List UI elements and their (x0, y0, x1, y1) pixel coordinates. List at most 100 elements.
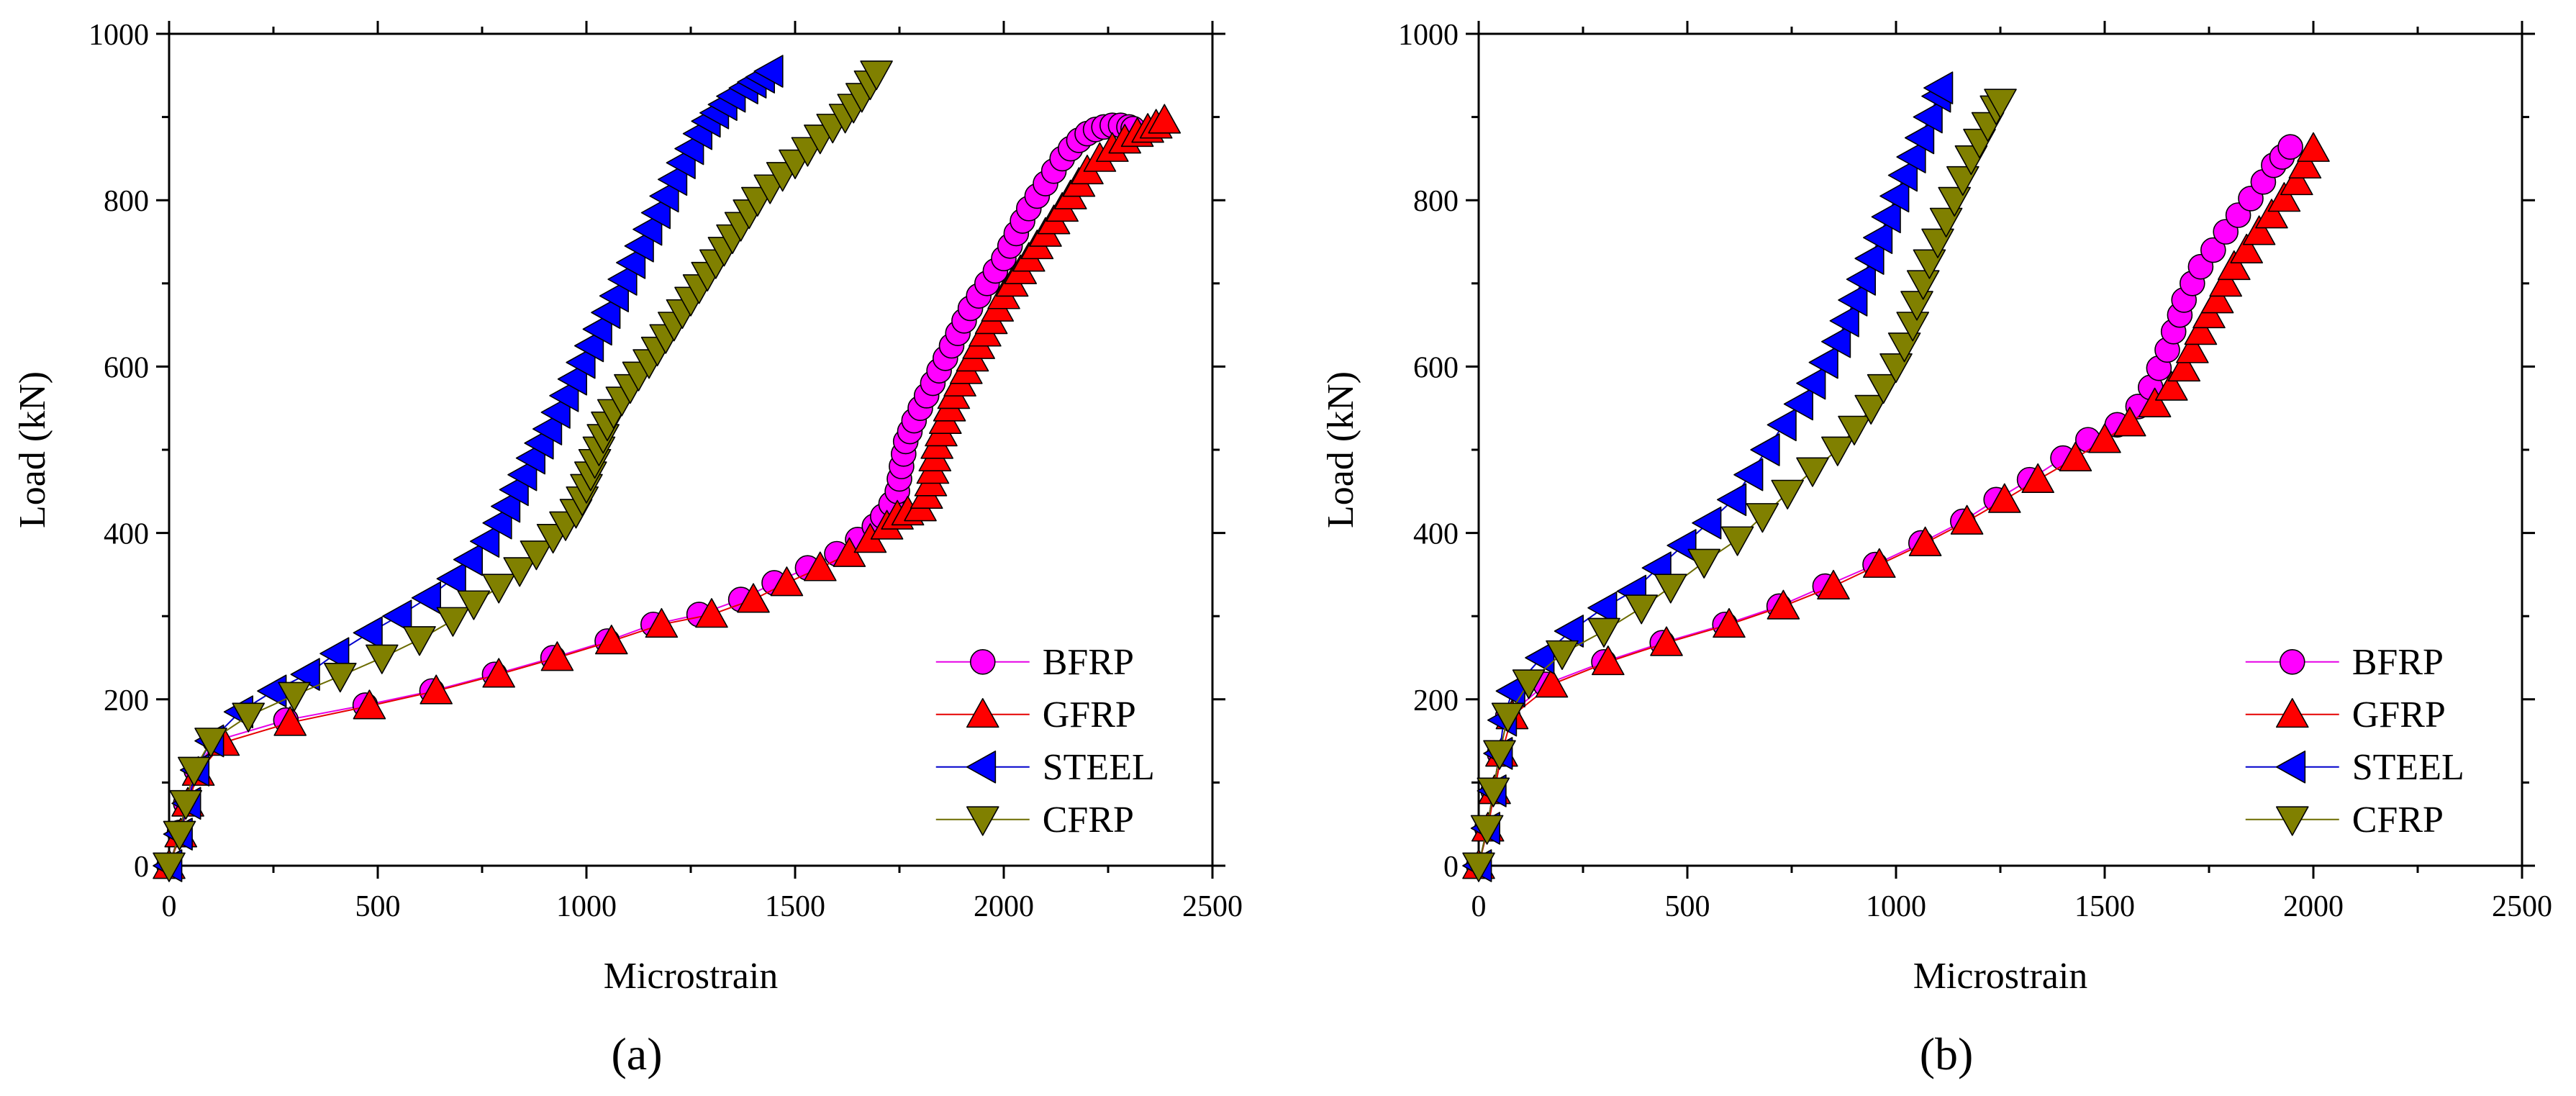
data-point-steel (624, 229, 654, 263)
data-point-steel (1808, 345, 1838, 379)
data-point-gfrp (2059, 441, 2092, 471)
y-tick-label: 600 (104, 351, 149, 384)
legend: BFRP GFRP STEEL CFRP (2245, 642, 2464, 841)
data-point-gfrp (353, 689, 386, 720)
data-point-cfrp (1654, 574, 1687, 604)
legend-label: BFRP (2352, 642, 2444, 683)
data-point-cfrp (178, 756, 211, 787)
data-point-steel (1923, 71, 1954, 104)
data-point-steel (436, 562, 466, 595)
data-point-cfrp (457, 590, 491, 620)
series-line (1478, 87, 1941, 866)
data-point-steel (1879, 179, 1910, 213)
data-point-steel (1554, 615, 1584, 648)
y-tick-label: 400 (1413, 518, 1459, 551)
data-point-steel (1587, 591, 1618, 625)
data-point-cfrp (1462, 852, 1495, 882)
data-point-steel (574, 329, 604, 363)
data-point-steel (658, 163, 688, 196)
panel-label: (a) (611, 1028, 662, 1079)
data-point-cfrp (366, 644, 399, 674)
x-tick-label: 1000 (1866, 890, 1926, 923)
data-point-steel (616, 246, 646, 279)
data-point-steel (353, 616, 383, 650)
legend-marker-steel (2275, 750, 2306, 784)
plot-frame (1477, 32, 2523, 867)
x-axis-title: Microstrain (604, 956, 779, 997)
data-point-gfrp (1817, 569, 1850, 599)
data-point-steel (1838, 284, 1868, 317)
legend-label: CFRP (1043, 800, 1134, 841)
data-point-cfrp (194, 728, 227, 758)
legend-label: STEEL (2352, 747, 2464, 788)
x-tick-label: 500 (1665, 890, 1710, 923)
x-tick-label: 1500 (2074, 890, 2135, 923)
data-point-gfrp (2113, 407, 2146, 437)
data-point-steel (753, 55, 784, 88)
data-point-gfrp (2138, 387, 2172, 417)
y-axis-title: Load (kN) (1320, 371, 1361, 528)
legend-label: STEEL (1043, 747, 1155, 788)
data-point-gfrp (2267, 182, 2301, 212)
y-tick-label: 400 (104, 518, 149, 551)
data-point-cfrp (436, 607, 470, 637)
data-point-gfrp (2209, 267, 2242, 297)
series-steel (1462, 71, 1954, 882)
data-point-gfrp (1650, 626, 1683, 656)
series-steel (153, 55, 784, 882)
y-tick-label: 200 (1413, 684, 1459, 717)
chart-panel-a: 0 500 1000 1500 2000 2500 0 200 400 600 800 1000 Mic… (12, 19, 1243, 1079)
data-point-steel (257, 674, 287, 708)
data-point-cfrp (163, 820, 196, 851)
data-point-gfrp (2167, 351, 2200, 382)
data-point-cfrp (1491, 702, 1525, 733)
data-point-cfrp (1687, 548, 1720, 579)
data-point-cfrp (1838, 415, 1871, 445)
data-point-steel (1733, 458, 1764, 492)
data-point-steel (1913, 100, 1943, 134)
data-point-gfrp (1908, 526, 1942, 556)
data-point-cfrp (1625, 594, 1658, 625)
data-point-gfrp (645, 607, 679, 638)
data-point-gfrp (1950, 504, 1984, 535)
x-tick-label: 0 (1471, 890, 1487, 923)
data-point-steel (453, 543, 483, 576)
data-point-cfrp (169, 789, 202, 820)
data-point-gfrp (2021, 463, 2054, 494)
data-point-cfrp (1854, 394, 1887, 425)
data-point-steel (1750, 433, 1780, 466)
legend-label: GFRP (2352, 694, 2446, 735)
data-point-steel (1871, 200, 1901, 234)
data-point-cfrp (860, 60, 893, 91)
data-point-cfrp (520, 540, 553, 571)
data-point-cfrp (482, 574, 515, 604)
legend-marker-steel (966, 750, 997, 784)
data-point-steel (557, 362, 587, 396)
panel-label: (b) (1920, 1028, 1974, 1079)
data-point-steel (319, 637, 350, 671)
data-point-gfrp (1148, 104, 1182, 134)
data-point-steel (632, 212, 663, 246)
data-point-gfrp (2255, 199, 2288, 229)
data-point-steel (1887, 158, 1918, 192)
legend-marker-cfrp (966, 806, 999, 836)
data-point-gfrp (2230, 233, 2263, 263)
data-point-gfrp (2192, 298, 2226, 329)
y-tick-label: 200 (104, 684, 149, 717)
chart-panel-b: 0 500 1000 1500 2000 2500 0 200 400 600 800 1000 Mic… (1320, 19, 2552, 1079)
x-tick-label: 2500 (2492, 890, 2552, 923)
data-point-gfrp (1592, 645, 1625, 676)
data-point-steel (1905, 121, 1935, 155)
y-tick-label: 1000 (89, 19, 149, 52)
data-point-steel (411, 581, 441, 615)
legend-label: BFRP (1043, 642, 1134, 683)
data-point-gfrp (1535, 668, 1569, 698)
data-point-steel (540, 396, 571, 429)
x-tick-label: 500 (355, 890, 401, 923)
data-point-cfrp (153, 852, 186, 882)
data-point-steel (1796, 366, 1826, 400)
data-point-cfrp (1867, 373, 1900, 404)
data-point-steel (1525, 641, 1555, 674)
legend-label: CFRP (2352, 800, 2444, 841)
